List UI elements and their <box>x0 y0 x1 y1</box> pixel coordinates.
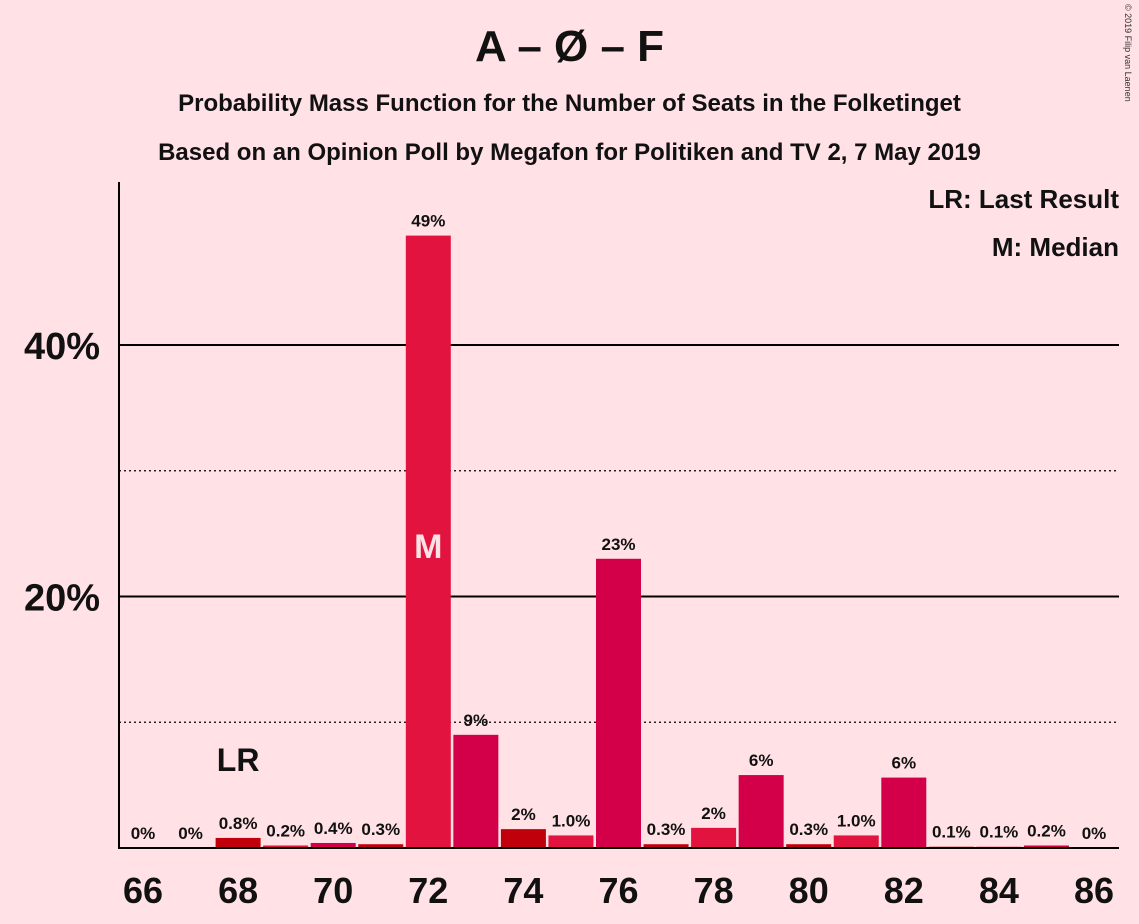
data-label-80: 0.3% <box>789 820 828 839</box>
bar-70 <box>310 842 356 848</box>
data-label-71: 0.3% <box>361 820 400 839</box>
x-tick-label: 70 <box>313 870 353 911</box>
y-tick-label: 40% <box>24 326 100 368</box>
median-marker: M <box>414 528 442 566</box>
data-label-74: 2% <box>511 805 536 824</box>
x-tick-label: 78 <box>694 870 734 911</box>
bar-75 <box>548 835 594 848</box>
bar-78 <box>691 827 737 848</box>
x-tick-label: 72 <box>408 870 448 911</box>
x-tick-label: 74 <box>503 870 543 911</box>
data-label-75: 1.0% <box>552 811 591 830</box>
legend-last-result: LR: Last Result <box>928 184 1119 214</box>
x-tick-label: 86 <box>1074 870 1114 911</box>
data-label-81: 1.0% <box>837 811 876 830</box>
chart-subtitle-source: Based on an Opinion Poll by Megafon for … <box>158 139 981 166</box>
x-tick-label: 82 <box>884 870 924 911</box>
data-label-70: 0.4% <box>314 819 353 838</box>
data-label-72: 49% <box>411 212 445 231</box>
data-label-73: 9% <box>464 711 489 730</box>
data-label-82: 6% <box>892 754 917 773</box>
bar-72 <box>405 235 451 848</box>
legend-median: M: Median <box>991 232 1119 262</box>
data-label-85: 0.2% <box>1027 821 1066 840</box>
bar-79 <box>738 775 784 848</box>
bar-69 <box>263 845 309 848</box>
bar-77 <box>643 844 689 848</box>
data-label-77: 0.3% <box>647 820 686 839</box>
data-label-69: 0.2% <box>266 821 305 840</box>
x-tick-label: 68 <box>218 870 258 911</box>
bar-82 <box>881 777 927 848</box>
data-label-86: 0% <box>1082 824 1107 843</box>
bar-71 <box>358 844 404 848</box>
bar-80 <box>786 844 832 848</box>
x-tick-label: 76 <box>598 870 638 911</box>
x-tick-label: 84 <box>979 870 1019 911</box>
bar-76 <box>596 558 641 848</box>
chart-subtitle: Probability Mass Function for the Number… <box>178 90 961 117</box>
data-label-67: 0% <box>178 824 203 843</box>
bar-73 <box>453 734 499 848</box>
data-label-79: 6% <box>749 751 774 770</box>
data-label-78: 2% <box>701 804 726 823</box>
bar-74 <box>500 829 546 848</box>
data-label-68: 0.8% <box>219 814 258 833</box>
bar-68 <box>215 837 261 848</box>
x-tick-label: 80 <box>789 870 829 911</box>
bar-81 <box>833 835 879 848</box>
data-label-84: 0.1% <box>980 823 1019 842</box>
data-label-83: 0.1% <box>932 823 971 842</box>
chart-title: A – Ø – F <box>474 22 665 71</box>
x-tick-label: 66 <box>123 870 163 911</box>
bar-85 <box>1023 845 1069 848</box>
data-label-76: 23% <box>601 535 635 554</box>
data-label-66: 0% <box>131 824 156 843</box>
last-result-marker: LR <box>217 742 260 778</box>
y-tick-label: 20% <box>24 578 100 620</box>
